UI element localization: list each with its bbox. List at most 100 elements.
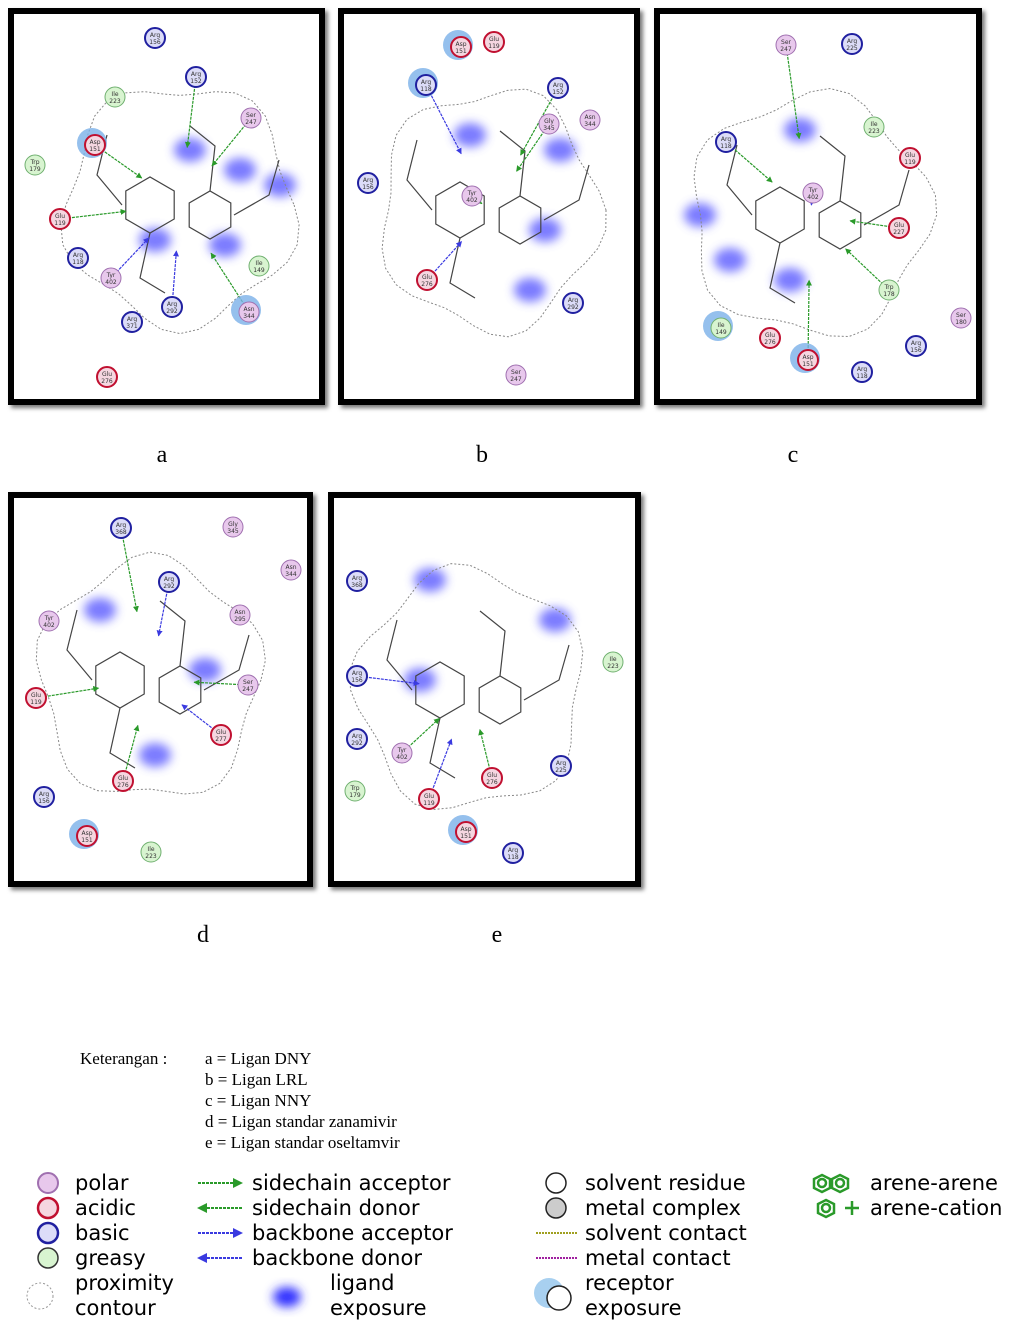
- legend-text: exposure: [330, 1296, 427, 1320]
- residue-number: 119: [423, 800, 435, 807]
- caption-item: c = Ligan NNY: [205, 1091, 311, 1110]
- residue-number: 223: [868, 128, 880, 135]
- residue-name: Asn: [234, 609, 245, 616]
- ligand-exposure: [189, 658, 221, 682]
- residue: Arg156: [34, 787, 54, 807]
- residue-name: Arg: [363, 177, 373, 184]
- residue-number: 292: [166, 308, 178, 315]
- residue-name: Arg: [167, 301, 177, 308]
- ligand-exposure: [404, 668, 436, 692]
- panels: Arg156Arg152Ile223Ser247Asp151Trp179Glu1…: [11, 11, 979, 948]
- residue-name: Ile: [147, 846, 154, 853]
- residue-name: Arg: [116, 522, 126, 529]
- residue-name: Arg: [847, 38, 857, 45]
- residue-name: Arg: [73, 252, 83, 259]
- residue-name: Tyr: [808, 187, 818, 194]
- ligand-exposure: [529, 218, 561, 242]
- residue-name: Asp: [89, 139, 100, 146]
- residue-number: 344: [243, 313, 255, 320]
- ligand-exposure: [414, 568, 446, 592]
- residue-number: 179: [29, 166, 41, 173]
- ligand-exposure: [784, 118, 816, 142]
- residue-name: Glu: [422, 274, 432, 281]
- residue-number: 156: [362, 184, 374, 191]
- residue-number: 156: [351, 677, 363, 684]
- residue-number: 118: [420, 86, 432, 93]
- legend-icon: [38, 1198, 58, 1218]
- panel-label: e: [492, 922, 503, 948]
- caption-item: a = Ligan DNY: [205, 1049, 311, 1068]
- residue: Arg156: [906, 336, 926, 356]
- residue-name: Tyr: [106, 272, 116, 279]
- residue-name: Ser: [956, 312, 967, 319]
- residue-name: Ser: [781, 39, 792, 46]
- residue-number: 156: [149, 39, 161, 46]
- residue-number: 402: [43, 622, 55, 629]
- residue: Ile149: [249, 256, 269, 276]
- residue-name: Arg: [352, 733, 362, 740]
- residue-name: Ser: [246, 112, 257, 119]
- residue-number: 149: [715, 329, 727, 336]
- residue-name: Trp: [29, 159, 39, 166]
- legend-text: exposure: [585, 1296, 682, 1320]
- residue-number: 247: [242, 686, 254, 693]
- residue-number: 402: [396, 754, 408, 761]
- residue-name: Glu: [424, 793, 434, 800]
- residue: Asp151: [69, 819, 99, 849]
- residue: Arg292: [347, 729, 367, 749]
- residue: Arg118: [852, 362, 872, 382]
- legend-text: metal complex: [585, 1196, 741, 1220]
- legend-text: polar: [75, 1171, 129, 1195]
- panel-label: c: [788, 442, 799, 468]
- residue-number: 180: [955, 319, 967, 326]
- residue-name: Trp: [349, 785, 359, 792]
- caption-item: b = Ligan LRL: [205, 1070, 308, 1089]
- residue-name: Glu: [489, 36, 499, 43]
- residue-number: 277: [215, 736, 227, 743]
- residue-number: 276: [486, 779, 498, 786]
- legend-icon: [273, 1287, 301, 1307]
- legend-text: basic: [75, 1221, 130, 1245]
- legend-text: greasy: [75, 1246, 146, 1270]
- residue: Arg156: [145, 28, 165, 48]
- residue-number: 402: [466, 197, 478, 204]
- legend-icon: [38, 1173, 58, 1193]
- residue-name: Arg: [421, 79, 431, 86]
- residue-name: Ser: [511, 369, 522, 376]
- legend-text: solvent contact: [585, 1221, 747, 1245]
- residue-number: 151: [802, 361, 814, 368]
- residue-number: 223: [109, 98, 121, 105]
- residue-number: 118: [72, 259, 84, 266]
- residue-number: 292: [163, 583, 175, 590]
- ligand-exposure: [174, 138, 206, 162]
- residue: Arg292: [563, 293, 583, 313]
- residue-number: 119: [488, 43, 500, 50]
- legend-text: backbone donor: [252, 1246, 422, 1270]
- residue-number: 156: [38, 798, 50, 805]
- legend-text: proximity: [75, 1271, 174, 1295]
- residue-name: Arg: [352, 670, 362, 677]
- residue-name: Arg: [39, 791, 49, 798]
- residue-name: Ser: [243, 679, 254, 686]
- residue-number: 344: [285, 571, 297, 578]
- residue-number: 156: [910, 347, 922, 354]
- residue-name: Glu: [487, 772, 497, 779]
- residue-number: 247: [510, 376, 522, 383]
- ligand-exposure: [139, 743, 171, 767]
- residue-name: Glu: [216, 729, 226, 736]
- residue-number: 118: [507, 854, 519, 861]
- legend-text: backbone acceptor: [252, 1221, 453, 1245]
- residue: Glu276: [760, 328, 780, 348]
- legend-icon: [814, 1175, 859, 1217]
- residue: Asn344: [281, 560, 301, 580]
- residue-name: Gly: [544, 118, 554, 125]
- residue-name: Ile: [111, 91, 118, 98]
- ligand-exposure: [774, 268, 806, 292]
- residue-name: Arg: [553, 82, 563, 89]
